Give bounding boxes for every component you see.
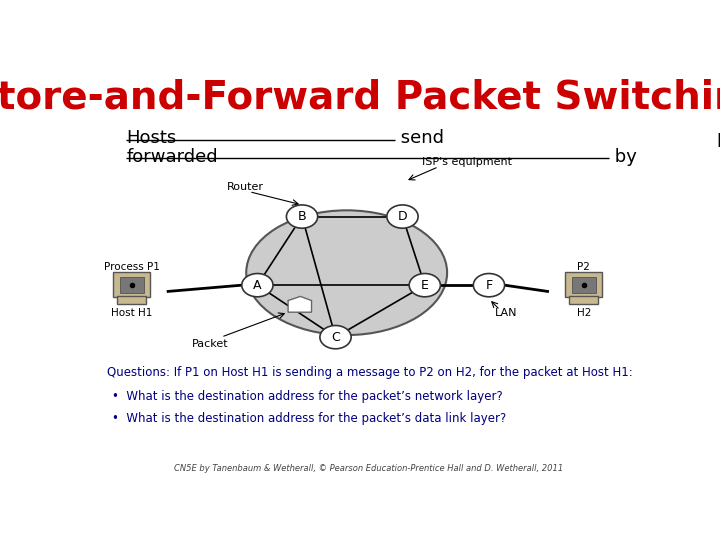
Circle shape — [287, 205, 318, 228]
Text: Store-and-Forward Packet Switching: Store-and-Forward Packet Switching — [0, 79, 720, 117]
Text: C: C — [331, 330, 340, 343]
Text: B: B — [298, 210, 306, 223]
Text: •  What is the destination address for the packet’s network layer?: • What is the destination address for th… — [112, 390, 503, 403]
Text: Questions: If P1 on Host H1 is sending a message to P2 on H2, for the packet at : Questions: If P1 on Host H1 is sending a… — [107, 366, 632, 379]
Text: A: A — [253, 279, 261, 292]
Text: forwarded: forwarded — [126, 148, 218, 166]
FancyBboxPatch shape — [117, 295, 146, 304]
FancyBboxPatch shape — [565, 272, 602, 297]
Circle shape — [473, 274, 505, 297]
Polygon shape — [288, 296, 312, 312]
Text: Process P1: Process P1 — [104, 262, 160, 272]
Text: •  What is the destination address for the packet’s data link layer?: • What is the destination address for th… — [112, 412, 507, 425]
Circle shape — [320, 326, 351, 349]
FancyBboxPatch shape — [120, 277, 144, 293]
Text: by: by — [609, 148, 643, 166]
Circle shape — [409, 274, 441, 297]
Text: H2: H2 — [577, 308, 591, 319]
FancyBboxPatch shape — [572, 277, 596, 293]
Text: F: F — [485, 279, 492, 292]
Ellipse shape — [246, 210, 447, 335]
Text: ISP's equipment: ISP's equipment — [422, 157, 512, 167]
Text: Hosts: Hosts — [126, 129, 176, 147]
Text: Host H1: Host H1 — [111, 308, 153, 319]
Text: P2: P2 — [577, 262, 590, 272]
Circle shape — [242, 274, 273, 297]
FancyBboxPatch shape — [570, 295, 598, 304]
Text: LAN: LAN — [495, 308, 517, 318]
Circle shape — [387, 205, 418, 228]
Text: Packet: Packet — [192, 339, 228, 349]
Text: send: send — [395, 129, 449, 147]
FancyBboxPatch shape — [114, 272, 150, 297]
Text: CN5E by Tanenbaum & Wetherall, © Pearson Education-Prentice Hall and D. Wetheral: CN5E by Tanenbaum & Wetherall, © Pearson… — [174, 464, 564, 473]
Text: Router: Router — [227, 181, 264, 192]
Text: D: D — [397, 210, 408, 223]
Text: E: E — [421, 279, 428, 292]
Text: packets: packets — [716, 129, 720, 147]
